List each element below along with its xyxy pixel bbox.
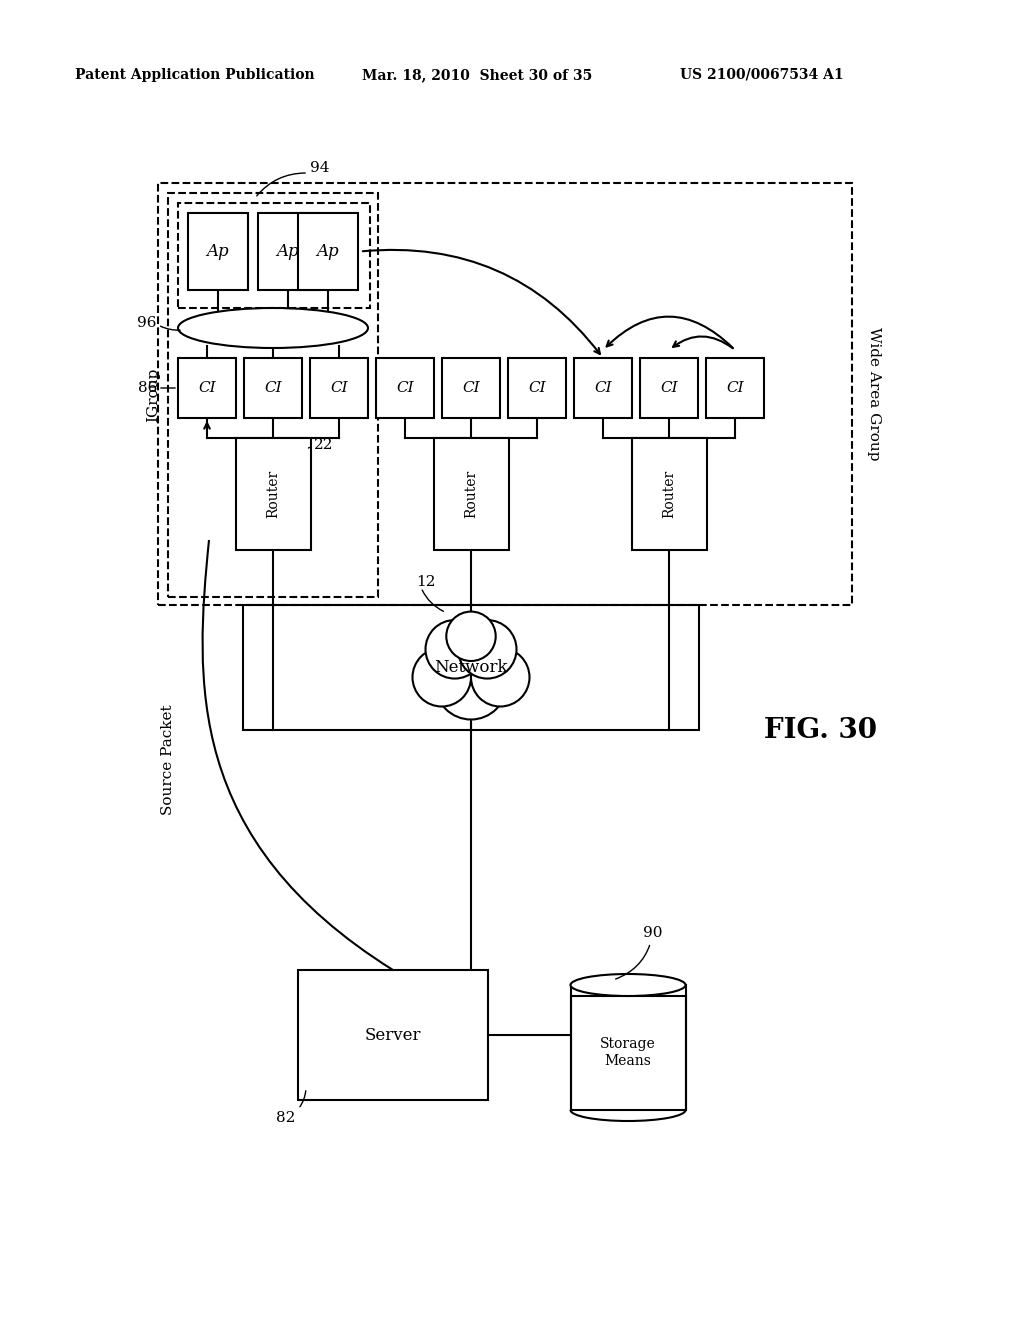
Text: CI: CI: [528, 381, 546, 395]
Bar: [158, 183, 852, 605]
Text: FIG. 30: FIG. 30: [764, 717, 877, 743]
Circle shape: [458, 620, 516, 678]
Text: Router: Router: [662, 470, 676, 519]
Text: 94: 94: [310, 161, 330, 176]
Text: CI: CI: [396, 381, 414, 395]
Circle shape: [435, 648, 507, 719]
Bar: [298, 970, 488, 1100]
Bar: [442, 358, 500, 418]
Bar: [168, 193, 378, 597]
Bar: [706, 358, 764, 418]
Bar: [244, 358, 302, 418]
Text: Ap: Ap: [316, 243, 339, 260]
Bar: [178, 203, 370, 308]
Text: CI: CI: [594, 381, 611, 395]
Text: 86: 86: [137, 381, 157, 395]
Text: Source Packet: Source Packet: [161, 705, 175, 816]
Text: Router: Router: [266, 470, 280, 519]
Text: 90: 90: [615, 927, 663, 979]
Bar: [376, 358, 434, 418]
Text: Mar. 18, 2010  Sheet 30 of 35: Mar. 18, 2010 Sheet 30 of 35: [362, 69, 592, 82]
Text: CI: CI: [264, 381, 282, 395]
Text: 12: 12: [416, 576, 435, 590]
Circle shape: [471, 648, 529, 706]
Text: CI: CI: [199, 381, 216, 395]
Bar: [570, 997, 685, 1110]
Bar: [243, 605, 699, 730]
Circle shape: [446, 611, 496, 661]
Text: 22: 22: [313, 438, 333, 451]
Text: CI: CI: [660, 381, 678, 395]
Circle shape: [426, 620, 484, 678]
Text: IGroup: IGroup: [146, 368, 160, 422]
Text: Router: Router: [464, 470, 478, 519]
Text: Patent Application Publication: Patent Application Publication: [75, 69, 314, 82]
Ellipse shape: [570, 974, 685, 997]
Bar: [298, 213, 358, 290]
Bar: [433, 438, 509, 550]
Bar: [178, 358, 236, 418]
Text: 82: 82: [276, 1090, 306, 1125]
Text: US 2100/0067534 A1: US 2100/0067534 A1: [680, 69, 844, 82]
Text: CI: CI: [726, 381, 743, 395]
Bar: [640, 358, 698, 418]
Ellipse shape: [178, 308, 368, 348]
Text: 96: 96: [137, 315, 157, 330]
Text: Wide Area Group: Wide Area Group: [867, 327, 881, 461]
Bar: [188, 213, 248, 290]
Circle shape: [413, 648, 471, 706]
Bar: [310, 358, 368, 418]
Text: Storage
Means: Storage Means: [600, 1038, 656, 1068]
Bar: [574, 358, 632, 418]
Bar: [258, 213, 318, 290]
Text: Network: Network: [434, 659, 508, 676]
Bar: [236, 438, 310, 550]
Text: CI: CI: [462, 381, 480, 395]
Text: Server: Server: [365, 1027, 421, 1044]
Text: CI: CI: [330, 381, 348, 395]
Bar: [632, 438, 707, 550]
Text: Ap: Ap: [207, 243, 229, 260]
Text: Ap: Ap: [276, 243, 299, 260]
Bar: [508, 358, 566, 418]
